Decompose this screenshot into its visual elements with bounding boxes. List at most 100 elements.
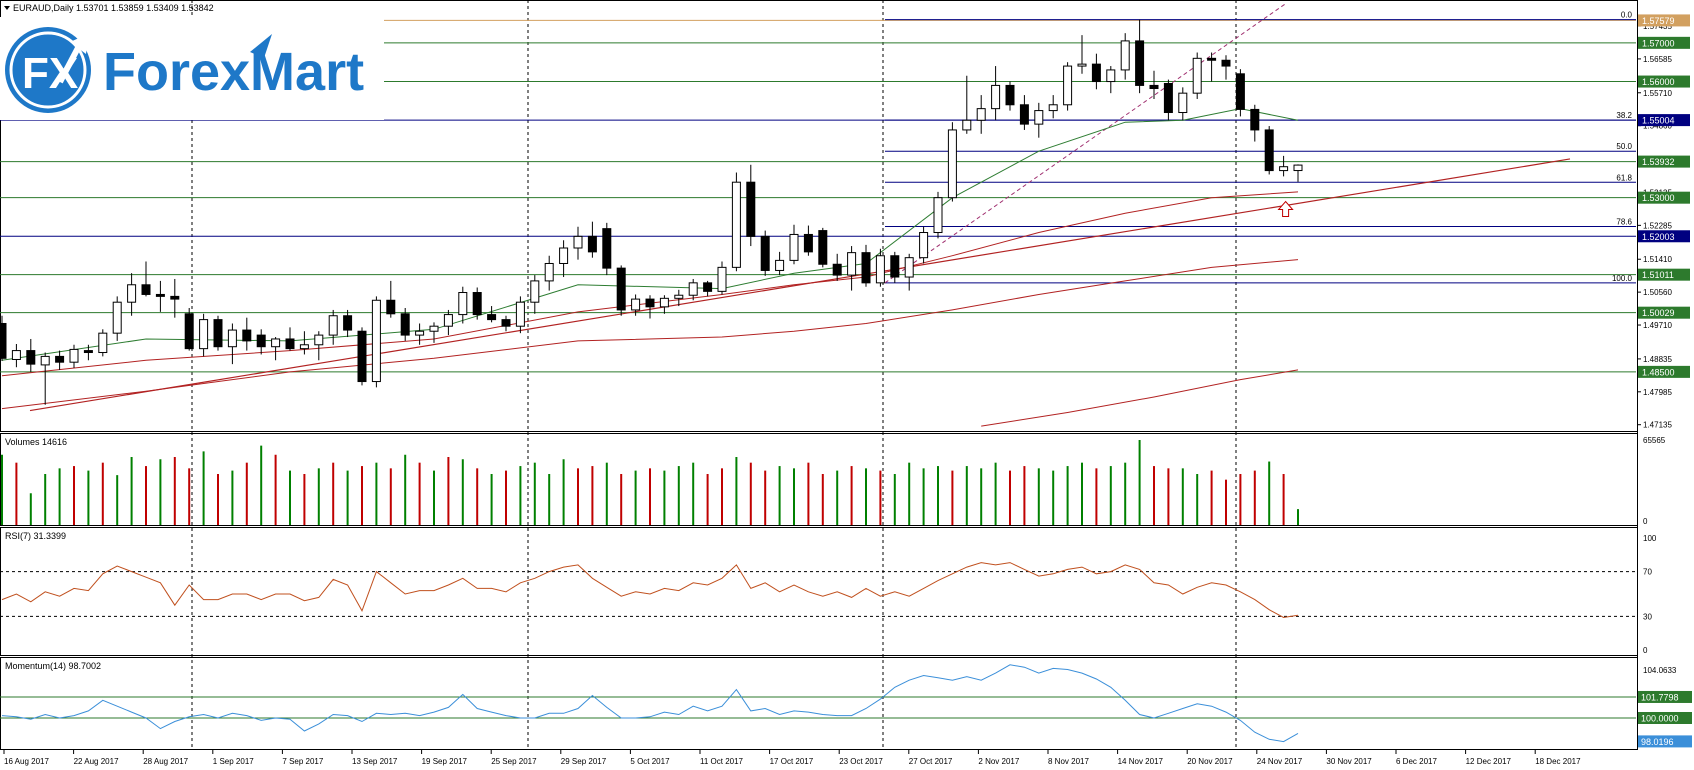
price-box (1638, 155, 1690, 168)
candle (112, 296, 122, 341)
price-tick-label: 1.55710 (1643, 89, 1672, 98)
candle-body (1077, 63, 1087, 67)
candle (127, 273, 137, 316)
momentum-box (1638, 690, 1692, 703)
price-box (1638, 36, 1690, 49)
volume-tick-label: 0 (1643, 517, 1648, 526)
candle-body (919, 232, 929, 259)
price-box-label: 1.56000 (1642, 77, 1675, 87)
price-tick-label: 1.52285 (1643, 221, 1672, 230)
candle-body (98, 332, 108, 354)
candle-body (1221, 59, 1231, 67)
candle-body (602, 228, 612, 269)
fib-level-label: 78.6 (1616, 218, 1632, 227)
candle-body (832, 263, 842, 276)
up-arrow-marker (1277, 200, 1294, 218)
price-box-label: 1.57000 (1642, 38, 1675, 48)
candle-body (1034, 110, 1044, 125)
candle (559, 240, 569, 278)
date-tick-label: 16 Aug 2017 (4, 757, 49, 766)
price-box (1638, 14, 1690, 27)
candle-body (501, 319, 511, 327)
date-tick-label: 2 Nov 2017 (978, 757, 1019, 766)
symbol-header: EURAUD,Daily 1.53701 1.53859 1.53409 1.5… (4, 3, 214, 13)
fib-level-label: 0.0 (1621, 11, 1633, 20)
candle (602, 222, 612, 276)
candle (285, 327, 295, 351)
price-box-label: 1.57579 (1642, 16, 1675, 26)
candle-body (1091, 63, 1101, 83)
candle-body (645, 298, 655, 308)
candle-body (429, 325, 439, 332)
candle-body (1120, 40, 1130, 71)
candle-body (458, 292, 468, 316)
candle (573, 226, 583, 260)
candle-body (976, 108, 986, 121)
vertical-grid (191, 0, 1237, 750)
candle-body (717, 266, 727, 292)
candle-body (775, 259, 785, 271)
momentum-series (1, 664, 1299, 743)
candle (1135, 19, 1145, 94)
candle-body (559, 247, 569, 264)
candles (0, 19, 1303, 405)
candle (803, 225, 813, 256)
candle-body (530, 280, 540, 303)
date-tick-label: 18 Dec 2017 (1535, 757, 1581, 766)
date-tick-label: 23 Oct 2017 (839, 757, 883, 766)
logo-badge: FX (22, 49, 78, 98)
candle (1192, 52, 1202, 99)
candle-body (127, 284, 137, 303)
price-box (1638, 114, 1690, 127)
momentum-tick-label: 100.0000 (1641, 714, 1679, 724)
candle (429, 322, 439, 343)
candle (1063, 62, 1073, 111)
volume-panel-title: Volumes 14616 (5, 437, 67, 447)
indicator-axes: 65565 0 100 70 30 0 104.0633 101.7798 100.0000 98… (1638, 436, 1692, 748)
candle (242, 317, 252, 351)
candle (1293, 164, 1303, 182)
candle-body (314, 334, 324, 346)
candle-body (731, 181, 741, 268)
candle (1019, 95, 1029, 130)
rsi-series (1, 562, 1299, 619)
price-box (1638, 365, 1690, 378)
candle-body (386, 299, 396, 315)
rsi-line (0, 562, 1636, 619)
candle-body (343, 315, 353, 331)
candle (789, 224, 799, 265)
candle-body (703, 282, 713, 292)
momentum-tick-label: 101.7798 (1641, 692, 1679, 702)
moving-average-red-1 (1, 191, 1299, 377)
candle (83, 344, 93, 361)
dropdown-triangle-icon[interactable] (4, 6, 10, 10)
support-trendline (29, 158, 1571, 412)
date-tick-label: 14 Nov 2017 (1118, 757, 1164, 766)
date-tick-label: 24 Nov 2017 (1257, 757, 1303, 766)
candle-body (285, 338, 295, 350)
rsi-tick-label: 100 (1643, 534, 1657, 543)
candle (530, 275, 540, 314)
rsi-tick-label: 70 (1643, 568, 1652, 577)
candle (400, 308, 410, 341)
candle-body (803, 233, 813, 253)
candle-body (616, 267, 626, 311)
price-box-label: 1.48500 (1642, 367, 1675, 377)
candle (1163, 79, 1173, 121)
moving-average-red-2 (1, 259, 1299, 410)
logo-circle-icon (5, 27, 91, 113)
candle-body (1293, 164, 1303, 172)
candle-body (818, 230, 828, 265)
fib-level-label: 100.0 (1612, 274, 1633, 283)
price-box (1638, 268, 1690, 281)
candle-body (1005, 84, 1015, 106)
price-box (1638, 191, 1690, 204)
candle (199, 313, 209, 357)
candle (1250, 104, 1260, 142)
date-tick-label: 25 Sep 2017 (491, 757, 537, 766)
candle (1005, 81, 1015, 111)
price-level-boxes: 1.57579 1.57000 1.56000 1.55004 1.53932 1.530… (1638, 14, 1690, 378)
price-tick-label: 1.54860 (1643, 122, 1672, 131)
price-box-label: 1.52003 (1642, 232, 1675, 242)
candle (458, 286, 468, 324)
